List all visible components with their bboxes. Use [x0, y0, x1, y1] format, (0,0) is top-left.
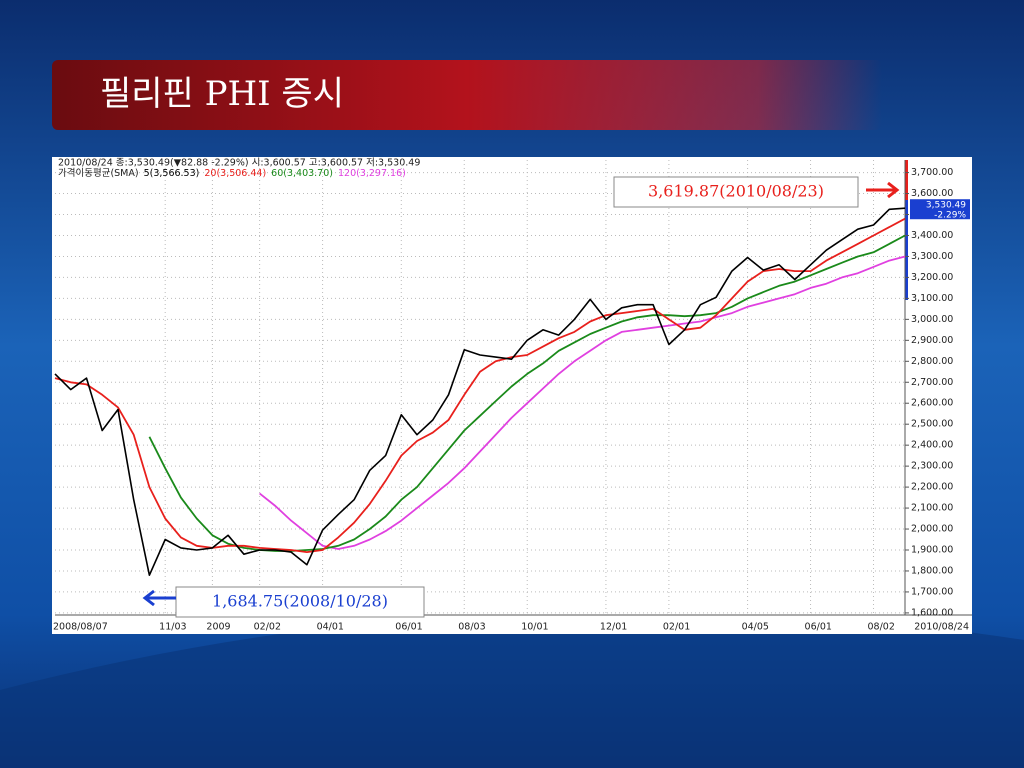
- legend-entry: 5(3,566.53): [144, 168, 200, 179]
- y-tick-label: 3,300.00: [911, 251, 953, 262]
- y-tick-label: 3,000.00: [911, 314, 953, 325]
- x-tick-label: 04/01: [317, 622, 344, 633]
- x-tick-label: 12/01: [600, 622, 627, 633]
- x-tick-label: 2010/08/24: [914, 622, 969, 633]
- legend-entry: 120(3,297.16): [338, 168, 406, 179]
- wave: [0, 609, 1024, 768]
- legend-entry: 60(3,403.70): [271, 168, 333, 179]
- last-value-label: -2.29%: [934, 211, 966, 221]
- x-tick-label: 06/01: [805, 622, 832, 633]
- y-tick-label: 2,500.00: [911, 419, 953, 430]
- annotation-box: [175, 586, 425, 618]
- x-tick-label: 08/03: [458, 622, 485, 633]
- y-tick-label: 3,400.00: [911, 230, 953, 241]
- y-tick-label: 3,200.00: [911, 272, 953, 283]
- y-tick-label: 2,000.00: [911, 524, 953, 535]
- legend-title: 가격이동평균(SMA): [58, 167, 139, 179]
- y-tick-label: 2,400.00: [911, 440, 953, 451]
- info-line: 2010/08/24 종:3,530.49(▼82.88 -2.29%) 시:3…: [58, 158, 420, 169]
- title-banner: [52, 60, 882, 130]
- chart-title: 필리핀 PHI 증시: [100, 74, 344, 114]
- last-value-box: [910, 199, 970, 220]
- axis-bar: [905, 200, 908, 300]
- y-tick-label: 3,700.00: [911, 167, 953, 178]
- x-tick-label: 06/01: [395, 622, 422, 633]
- last-value-label: 3,530.49: [926, 201, 966, 211]
- y-tick-label: 2,600.00: [911, 398, 953, 409]
- y-tick-label: 3,100.00: [911, 293, 953, 304]
- axis-bar: [905, 160, 908, 200]
- y-tick-label: 2,100.00: [911, 503, 953, 514]
- y-tick-label: 1,600.00: [911, 607, 953, 618]
- y-tick-label: 3,600.00: [911, 188, 953, 199]
- x-tick-label: 04/05: [742, 622, 769, 633]
- series-line: [148, 234, 906, 552]
- chart-panel: [52, 157, 972, 634]
- y-tick-label: 1,900.00: [911, 545, 953, 556]
- y-tick-label: 2,200.00: [911, 482, 953, 493]
- annotation: 1,684.75(2008/10/28): [212, 592, 388, 611]
- y-tick-label: 2,300.00: [911, 461, 953, 472]
- arrow: [142, 589, 176, 607]
- y-tick-label: 2,800.00: [911, 356, 953, 367]
- x-tick-label: 2009: [206, 622, 230, 633]
- arrow: [866, 181, 900, 199]
- x-tick-label: 10/01: [521, 622, 548, 633]
- annotation: 3,619.87(2010/08/23): [648, 182, 824, 201]
- y-tick-label: 2,900.00: [911, 335, 953, 346]
- x-tick-label: 02/02: [254, 622, 281, 633]
- series-line: [54, 207, 906, 576]
- y-tick-label: 1,800.00: [911, 565, 953, 576]
- y-tick-label: 1,700.00: [911, 586, 953, 597]
- x-tick-label: 11/03: [159, 622, 186, 633]
- series-line: [259, 255, 906, 550]
- x-tick-label: 02/01: [663, 622, 690, 633]
- annotation-box: [613, 176, 859, 208]
- legend-entry: 20(3,506.44): [204, 168, 266, 179]
- legend: 가격이동평균(SMA) 5(3,566.53) 20(3,506.44) 60(3,4…: [58, 167, 406, 179]
- x-tick-label: 08/02: [868, 622, 895, 633]
- y-tick-label: 2,700.00: [911, 377, 953, 388]
- series-line: [54, 217, 906, 553]
- x-tick-label: 2008/08/07: [53, 622, 108, 633]
